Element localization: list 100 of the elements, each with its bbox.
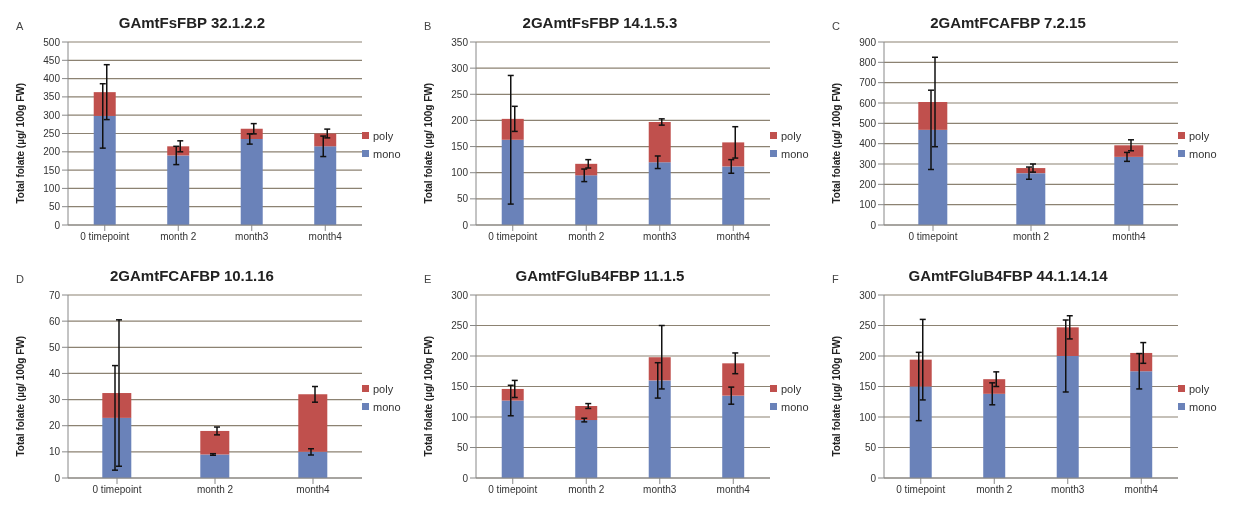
y-tick-label: 250 (859, 320, 877, 332)
chart-title: 2GAmtFsFBP 14.1.5.3 (522, 14, 678, 31)
y-tick-label: 70 (48, 289, 61, 301)
y-tick-label: 100 (451, 411, 469, 423)
bar (298, 394, 328, 452)
y-tick-label: 100 (859, 411, 877, 423)
y-tick-label: 50 (48, 201, 61, 213)
y-tick-label: 250 (451, 88, 469, 100)
bar (648, 122, 671, 163)
y-tick-label: 400 (43, 73, 61, 85)
bar (200, 454, 230, 478)
x-tick-label: month 2 (160, 231, 197, 243)
x-tick-label: month4 (716, 231, 751, 243)
bar (722, 363, 745, 396)
y-tick-label: 0 (870, 472, 877, 484)
y-tick-label: 100 (859, 199, 877, 211)
x-tick-label: month3 (643, 484, 677, 496)
y-tick-label: 350 (43, 91, 61, 103)
legend-label: mono (781, 400, 809, 413)
y-tick-label: 50 (456, 442, 469, 454)
bar (298, 451, 328, 478)
y-axis-title: Total folate (µg/ 100g FW) (14, 82, 26, 204)
y-tick-label: 400 (859, 138, 877, 150)
bar (167, 155, 190, 225)
bar (575, 420, 598, 478)
y-tick-label: 250 (43, 128, 61, 140)
x-tick-label: 0 timepoint (80, 231, 130, 243)
bar (918, 129, 948, 225)
bar (501, 139, 524, 225)
y-tick-label: 600 (859, 97, 877, 109)
y-axis-title: Total folate (µg/ 100g FW) (14, 335, 26, 457)
y-tick-label: 900 (859, 36, 877, 48)
y-tick-label: 150 (451, 381, 469, 393)
x-tick-label: month 2 (196, 484, 234, 496)
y-tick-label: 200 (859, 350, 877, 362)
bar (648, 380, 671, 478)
text: D (16, 273, 24, 285)
x-tick-label: 0 timepoint (908, 231, 958, 243)
x-tick-label: month 2 (568, 231, 605, 243)
bar (1056, 356, 1079, 478)
legend-label: mono (1189, 147, 1217, 160)
bar (501, 400, 524, 478)
y-tick-label: 200 (43, 146, 61, 158)
y-tick-label: 150 (43, 164, 61, 176)
legend-label: mono (373, 147, 401, 160)
x-tick-label: month4 (1112, 231, 1147, 243)
text: A (16, 20, 24, 32)
legend-label: mono (1189, 400, 1217, 413)
y-tick-label: 10 (48, 446, 61, 458)
legend-label: poly (1189, 382, 1210, 395)
y-tick-label: 60 (48, 315, 61, 327)
y-tick-label: 200 (451, 350, 469, 362)
y-tick-label: 800 (859, 56, 877, 68)
y-tick-label: 700 (859, 77, 877, 89)
chart-title: GAmtFsFBP 32.1.2.2 (118, 14, 266, 31)
y-tick-label: 350 (451, 36, 469, 48)
y-tick-label: 450 (43, 54, 61, 66)
y-tick-label: 100 (451, 167, 469, 179)
x-tick-label: month3 (1051, 484, 1085, 496)
y-tick-label: 300 (859, 289, 877, 301)
y-axis-title: Total folate (µg/ 100g FW) (830, 335, 842, 457)
x-tick-label: 0 timepoint (488, 231, 538, 243)
y-tick-label: 150 (859, 381, 877, 393)
bar (1130, 371, 1153, 478)
y-axis-title: Total folate (µg/ 100g FW) (422, 82, 434, 204)
text: C (832, 20, 840, 32)
y-tick-label: 300 (451, 62, 469, 74)
x-tick-label: month4 (296, 484, 331, 496)
x-tick-label: month3 (643, 231, 677, 243)
bar (575, 175, 598, 225)
y-tick-label: 0 (54, 472, 61, 484)
y-axis-title: Total folate (µg/ 100g FW) (830, 82, 842, 204)
bar (648, 162, 671, 225)
x-tick-label: 0 timepoint (92, 484, 142, 496)
x-tick-label: month 2 (568, 484, 605, 496)
bar (93, 115, 116, 225)
y-tick-label: 0 (870, 219, 877, 231)
bar (575, 406, 598, 421)
y-tick-label: 300 (451, 289, 469, 301)
y-tick-label: 500 (859, 117, 877, 129)
y-tick-label: 50 (48, 341, 61, 353)
bar (909, 386, 932, 478)
legend-label: poly (373, 129, 394, 142)
y-tick-label: 0 (462, 219, 469, 231)
y-tick-label: 200 (451, 114, 469, 126)
bar (722, 395, 745, 478)
bar (1130, 352, 1153, 372)
chart-title: 2GAmtFCAFBP 10.1.16 (110, 267, 274, 284)
y-axis-title: Total folate (µg/ 100g FW) (422, 335, 434, 457)
x-tick-label: month3 (235, 231, 269, 243)
legend-label: mono (781, 147, 809, 160)
bar (983, 393, 1006, 478)
y-tick-label: 40 (48, 367, 61, 379)
x-tick-label: month4 (308, 231, 343, 243)
x-tick-label: month4 (1124, 484, 1159, 496)
y-tick-label: 250 (451, 320, 469, 332)
legend-label: poly (781, 382, 802, 395)
bar (722, 142, 745, 167)
x-tick-label: 0 timepoint (488, 484, 538, 496)
bar (314, 146, 337, 225)
